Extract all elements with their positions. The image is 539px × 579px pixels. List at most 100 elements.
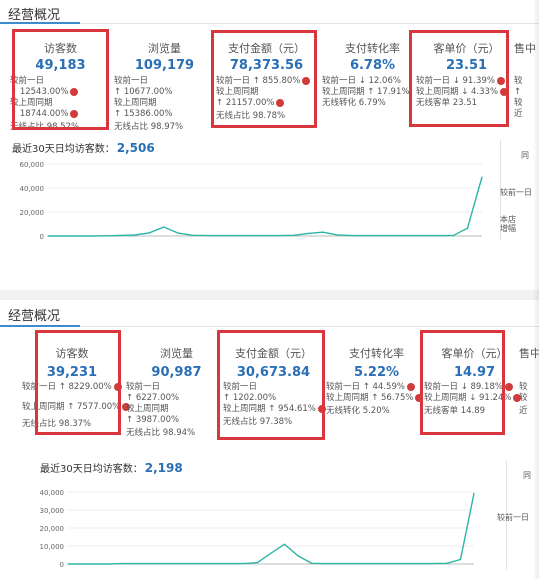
y-tick-label: 0: [40, 233, 44, 241]
metric-row: 较前一日 ↓ 91.39%: [416, 76, 505, 87]
data-point: [163, 226, 165, 228]
data-point: [380, 235, 382, 237]
data-point: [438, 235, 440, 237]
data-point: [351, 235, 353, 237]
data-point: [446, 562, 448, 564]
overview-panel-2: 经营概况 访客数 39,231 较前一日 ↑ 8229.00% 较上周同期 ↑ …: [0, 300, 539, 579]
side-separator: [506, 460, 507, 570]
highlight-box: [420, 330, 505, 435]
data-point: [206, 235, 208, 237]
title-underline: [0, 325, 80, 327]
metric-row: ↑ 21157.00%: [216, 98, 285, 109]
data-point: [351, 563, 353, 565]
data-point: [481, 176, 483, 178]
metric-row: 较: [514, 98, 523, 108]
side-text: 较前一日: [497, 513, 529, 522]
metric-value: 6.78%: [349, 58, 396, 73]
metric-row: 较: [519, 393, 528, 403]
metric-row: 较上周同期: [126, 404, 169, 414]
avg-visitors: 最近30天日均访客数： 2,198: [40, 460, 183, 475]
y-tick-label: 20,000: [20, 209, 45, 217]
metric-label: 客单价（元）: [441, 347, 508, 360]
data-point: [322, 231, 324, 233]
metric-row: 无线转化 6.79%: [322, 98, 386, 108]
side-text: 本店: [500, 215, 516, 224]
metric-row: ↑ 15386.00%: [114, 109, 173, 119]
overview-panel-1: 经营概况 访客数 49,183 较前一日 ↑ 12543.00% 较上周同期 ↑…: [0, 8, 539, 241]
metric-row: 较上周同期: [216, 87, 259, 97]
metric-label: 支付转化率: [349, 347, 404, 360]
data-point: [336, 234, 338, 236]
info-icon: [317, 404, 326, 413]
metric-row: 较: [519, 382, 528, 392]
data-point: [216, 563, 218, 565]
metric-row: ↑ 6227.00%: [126, 393, 180, 403]
metric-row: 无线占比 97.38%: [223, 417, 293, 427]
data-point: [94, 563, 96, 565]
info-icon: [406, 382, 415, 391]
metric-row: 较前一日 ↓ 89.18%: [424, 382, 513, 393]
data-point: [90, 235, 92, 237]
highlight-box: [12, 29, 109, 130]
metric-label: 支付转化率: [345, 42, 400, 55]
metric-row: ↑ 10677.00%: [114, 87, 173, 97]
metric-row: 较前一日: [126, 382, 161, 392]
visitors-trend-chart: 60,000 40,000 20,000 0: [20, 161, 483, 241]
data-point: [105, 235, 107, 237]
info-icon: [70, 87, 79, 96]
metric-row: 无线占比 98.97%: [114, 122, 184, 132]
panel-divider: [0, 290, 539, 300]
visitors-trend-chart: 40,000 30,000 20,000 10,000 0: [40, 489, 475, 569]
side-text: 较前一日: [500, 188, 532, 197]
metric-row: 较前一日 ↑ 44.59%: [326, 382, 415, 393]
data-point: [61, 235, 64, 237]
metric-row: ↑: [514, 87, 522, 97]
metric-row: 无线占比 98.78%: [216, 111, 286, 121]
metric-value: 14.97: [453, 365, 496, 380]
metric-row: 较前一日: [223, 382, 258, 392]
avg-visitors: 最近30天日均访客数： 2,506: [12, 140, 155, 155]
data-point: [311, 562, 313, 564]
data-point: [365, 563, 367, 565]
info-icon: [302, 76, 311, 85]
highlight-box: [217, 330, 325, 440]
side-text: 同: [521, 151, 529, 160]
title-rule: [0, 326, 539, 327]
y-tick-label: 10,000: [40, 543, 65, 551]
data-point: [365, 235, 367, 237]
y-tick-label: 30,000: [40, 507, 65, 515]
data-point: [67, 563, 69, 565]
data-point: [307, 232, 309, 234]
metric-label: 访客数: [44, 42, 77, 55]
avg-visitors-value: 2,506: [116, 141, 155, 155]
metric-row: 无线占比 98.37%: [22, 419, 92, 429]
metric-value: 39,231: [46, 365, 98, 380]
data-point: [235, 235, 237, 237]
metric-label: 支付金额（元）: [235, 347, 312, 360]
metric-value: 109,179: [134, 58, 195, 73]
metric-row: ↑ 12543.00%: [10, 87, 79, 98]
metric-label: 浏览量: [148, 42, 181, 55]
metric-row: ↑ 3987.00%: [126, 415, 180, 425]
metric-value: 5.22%: [353, 365, 400, 380]
data-point: [121, 563, 123, 565]
avg-visitors-value: 2,198: [144, 461, 183, 475]
y-tick-label: 60,000: [20, 161, 45, 169]
metric-row: 较前一日 ↑ 8229.00%: [22, 382, 122, 393]
info-icon: [504, 382, 513, 391]
metric-value: 90,987: [151, 365, 202, 380]
data-point: [466, 227, 469, 229]
data-point: [392, 563, 394, 565]
metric-row: 较上周同期 ↑ 56.75%: [326, 393, 424, 404]
y-tick-label: 0: [60, 561, 64, 569]
metric-row: 近: [519, 406, 528, 416]
metric-row: 无线占比 98.94%: [126, 428, 196, 438]
data-point: [419, 563, 421, 565]
metric-row: 较上周同期 ↑ 17.91%: [322, 87, 410, 97]
data-point: [432, 563, 434, 565]
data-point: [459, 558, 462, 561]
data-point: [189, 563, 191, 565]
data-point: [221, 235, 223, 237]
info-icon: [500, 87, 509, 96]
metric-row: 较前一日 ↑ 855.80%: [216, 76, 311, 87]
